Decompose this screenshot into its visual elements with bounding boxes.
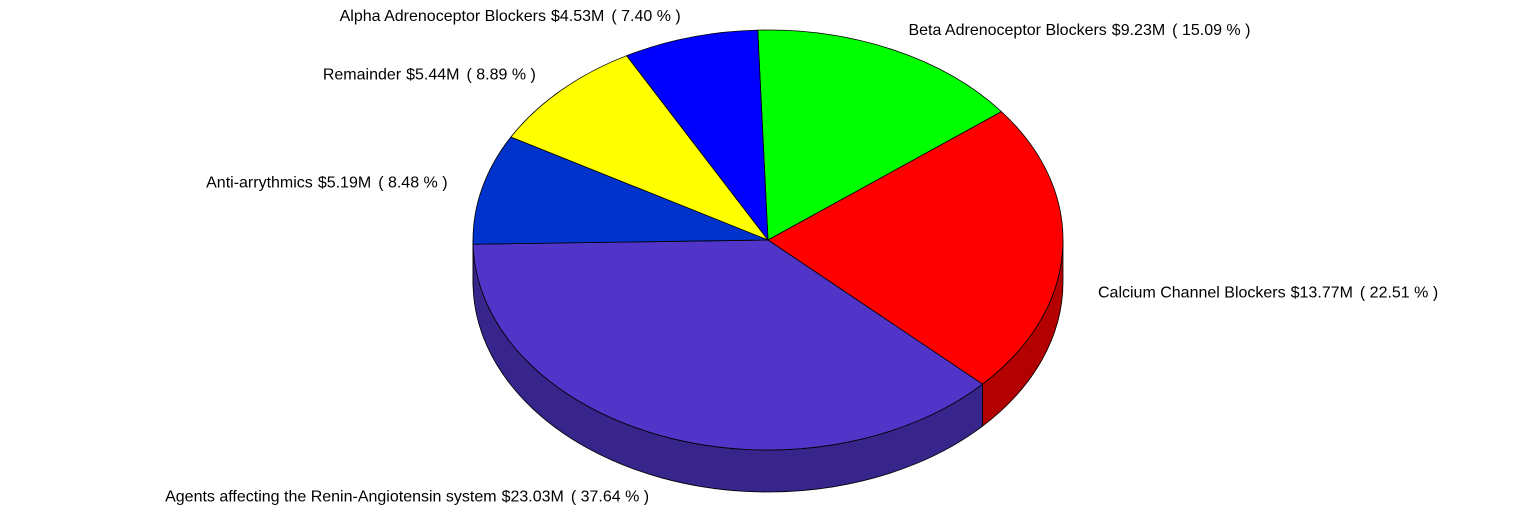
label-percent: ( 8.48 % ) — [378, 175, 447, 192]
slice-label: Agents affecting the Renin-Angiotensin s… — [165, 489, 649, 506]
slice-label: Beta Adrenoceptor Blockers $9.23M ( 15.09 … — [908, 22, 1250, 39]
slice — [626, 29, 769, 241]
slice-label: Remainder $5.44M ( 8.89 % ) — [323, 67, 536, 84]
slice — [757, 29, 1002, 241]
label-name: Alpha Adrenoceptor Blockers — [340, 8, 546, 25]
slice-label: Alpha Adrenoceptor Blockers $4.53M ( 7.40 … — [340, 8, 681, 25]
label-percent: ( 7.40 % ) — [611, 8, 680, 25]
label-name: Beta Adrenoceptor Blockers — [908, 22, 1106, 39]
slice-label: Calcium Channel Blockers $13.77M ( 22.51 %… — [1098, 285, 1438, 302]
label-name: Anti-arrythmics — [206, 175, 313, 192]
slice — [472, 239, 983, 451]
label-amount: $23.03M — [502, 489, 564, 506]
label-amount: $4.53M — [551, 8, 604, 25]
slice — [767, 111, 1064, 385]
slice — [510, 55, 769, 241]
label-percent: ( 8.89 % ) — [466, 67, 535, 84]
label-percent: ( 15.09 % ) — [1172, 22, 1250, 39]
label-name: Agents affecting the Renin-Angiotensin s… — [165, 489, 496, 506]
slice — [472, 136, 769, 245]
label-amount: $9.23M — [1112, 22, 1165, 39]
label-amount: $5.44M — [406, 67, 459, 84]
label-name: Remainder — [323, 67, 402, 84]
label-percent: ( 22.51 % ) — [1360, 285, 1438, 302]
label-amount: $13.77M — [1291, 285, 1353, 302]
label-percent: ( 37.64 % ) — [571, 489, 649, 506]
label-amount: $5.19M — [318, 175, 371, 192]
slice-label: Anti-arrythmics $5.19M ( 8.48 % ) — [206, 175, 447, 192]
label-name: Calcium Channel Blockers — [1098, 285, 1286, 302]
